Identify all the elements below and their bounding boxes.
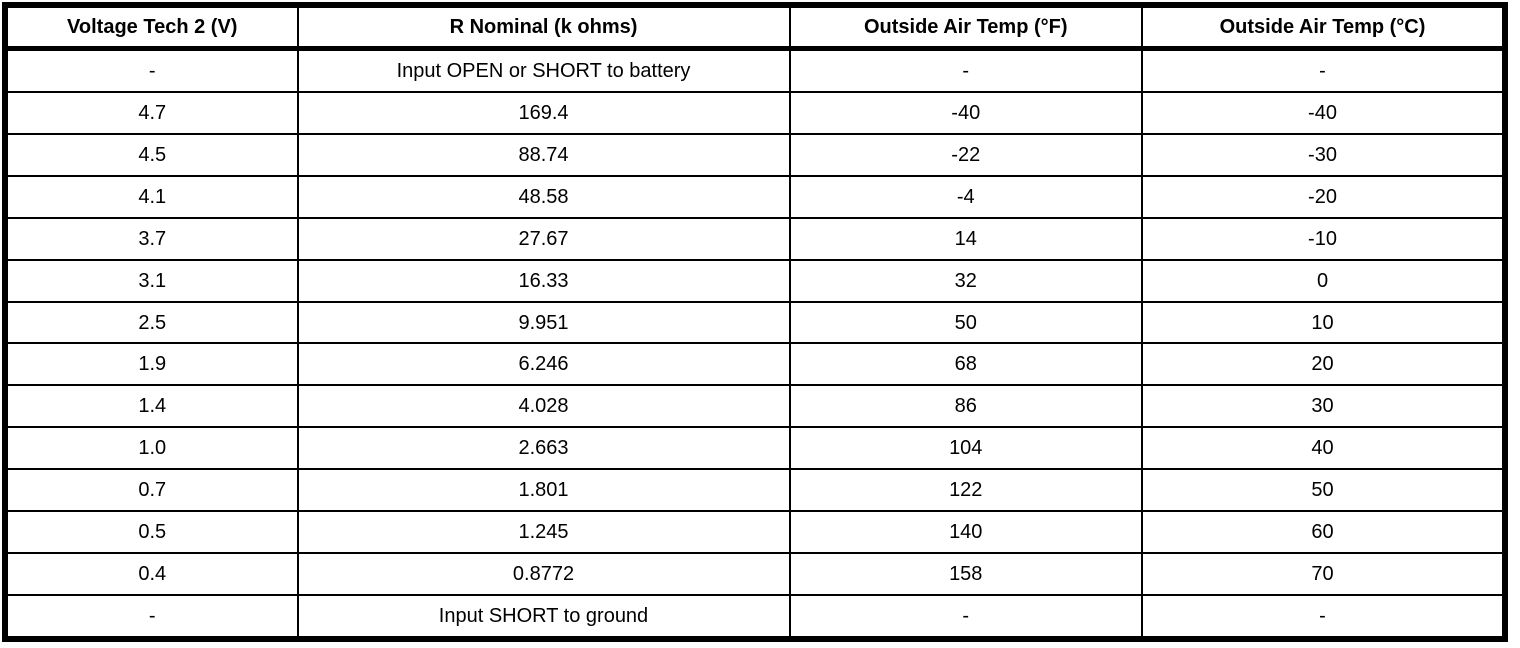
table-cell: 2.5	[4, 300, 299, 345]
table-cell: 60	[1141, 510, 1506, 555]
table-cell: 0	[1141, 258, 1506, 303]
table-cell: 1.9	[4, 342, 299, 387]
table-cell: 6.246	[296, 342, 791, 387]
table-cell: 4.1	[4, 174, 299, 219]
table-cell: -	[788, 47, 1143, 93]
table-row: 0.4 0.8772 158 70	[4, 552, 1506, 597]
table-cell: -	[4, 47, 299, 93]
table-cell: -	[4, 594, 299, 640]
table-cell: 9.951	[296, 300, 791, 345]
table-cell: Input OPEN or SHORT to battery	[296, 47, 791, 93]
table-cell: -30	[1141, 132, 1506, 177]
table-cell: 4.028	[296, 384, 791, 429]
table-row: 2.5 9.951 50 10	[4, 300, 1506, 345]
column-header-temp-f: Outside Air Temp (°F)	[788, 4, 1143, 51]
header-row: Voltage Tech 2 (V) R Nominal (k ohms) Ou…	[4, 4, 1506, 51]
table-cell: 50	[788, 300, 1143, 345]
column-header-voltage: Voltage Tech 2 (V)	[4, 4, 299, 51]
table-row: - Input OPEN or SHORT to battery - -	[4, 47, 1506, 93]
table-cell: -40	[788, 90, 1143, 135]
table-cell: 4.7	[4, 90, 299, 135]
table-row: 0.5 1.245 140 60	[4, 510, 1506, 555]
table-cell: 1.4	[4, 384, 299, 429]
column-header-r-nominal: R Nominal (k ohms)	[296, 4, 791, 51]
table-cell: -4	[788, 174, 1143, 219]
table-cell: -	[1141, 594, 1506, 640]
table-cell: 3.1	[4, 258, 299, 303]
table-cell: -40	[1141, 90, 1506, 135]
table-cell: 10	[1141, 300, 1506, 345]
table-cell: 1.0	[4, 426, 299, 471]
table-row: 3.1 16.33 32 0	[4, 258, 1506, 303]
table-row: 1.0 2.663 104 40	[4, 426, 1506, 471]
table-cell: 40	[1141, 426, 1506, 471]
table-cell: 1.245	[296, 510, 791, 555]
table-row: - Input SHORT to ground - -	[4, 594, 1506, 640]
table-cell: 1.801	[296, 468, 791, 513]
table-cell: 20	[1141, 342, 1506, 387]
table-cell: 16.33	[296, 258, 791, 303]
table-cell: 27.67	[296, 216, 791, 261]
table-cell: 14	[788, 216, 1143, 261]
column-header-temp-c: Outside Air Temp (°C)	[1141, 4, 1506, 51]
table-cell: 104	[788, 426, 1143, 471]
table-cell: 50	[1141, 468, 1506, 513]
table-cell: 30	[1141, 384, 1506, 429]
table-cell: 3.7	[4, 216, 299, 261]
table-cell: -	[788, 594, 1143, 640]
table-cell: 0.8772	[296, 552, 791, 597]
table-row: 1.9 6.246 68 20	[4, 342, 1506, 387]
table-cell: Input SHORT to ground	[296, 594, 791, 640]
table-cell: 86	[788, 384, 1143, 429]
table-row: 4.5 88.74 -22 -30	[4, 132, 1506, 177]
table-cell: 0.7	[4, 468, 299, 513]
table-row: 0.7 1.801 122 50	[4, 468, 1506, 513]
table-row: 4.7 169.4 -40 -40	[4, 90, 1506, 135]
table-cell: 88.74	[296, 132, 791, 177]
table-row: 4.1 48.58 -4 -20	[4, 174, 1506, 219]
table-cell: -22	[788, 132, 1143, 177]
table-row: 3.7 27.67 14 -10	[4, 216, 1506, 261]
air-temp-sensor-table: Voltage Tech 2 (V) R Nominal (k ohms) Ou…	[2, 2, 1508, 642]
table-cell: 32	[788, 258, 1143, 303]
table-cell: 48.58	[296, 174, 791, 219]
table-cell: -	[1141, 47, 1506, 93]
table-cell: 0.4	[4, 552, 299, 597]
table-row: 1.4 4.028 86 30	[4, 384, 1506, 429]
table-cell: 169.4	[296, 90, 791, 135]
table-cell: 68	[788, 342, 1143, 387]
table-cell: 70	[1141, 552, 1506, 597]
table-cell: 140	[788, 510, 1143, 555]
table-cell: -20	[1141, 174, 1506, 219]
table-cell: 0.5	[4, 510, 299, 555]
table-cell: 158	[788, 552, 1143, 597]
table-cell: 122	[788, 468, 1143, 513]
table-cell: -10	[1141, 216, 1506, 261]
table-cell: 2.663	[296, 426, 791, 471]
table-cell: 4.5	[4, 132, 299, 177]
